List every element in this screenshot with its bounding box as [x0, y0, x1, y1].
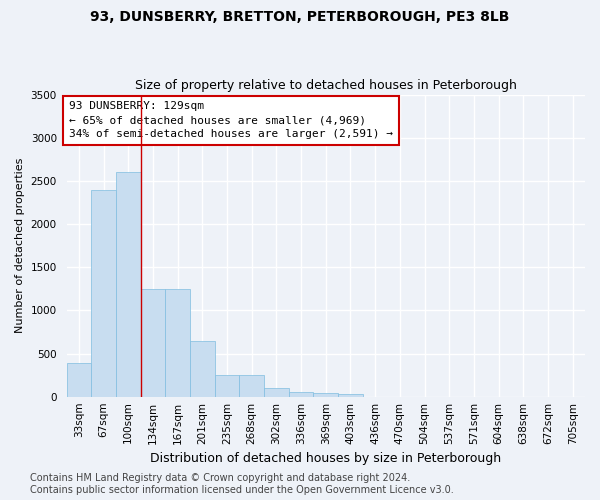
Bar: [116, 172, 140, 396]
Bar: [91, 190, 116, 396]
X-axis label: Distribution of detached houses by size in Peterborough: Distribution of detached houses by size …: [150, 452, 502, 465]
Bar: [264, 388, 289, 396]
Bar: [338, 394, 363, 396]
Title: Size of property relative to detached houses in Peterborough: Size of property relative to detached ho…: [135, 79, 517, 92]
Bar: [67, 363, 91, 396]
Bar: [215, 375, 239, 396]
Y-axis label: Number of detached properties: Number of detached properties: [15, 158, 25, 334]
Text: Contains HM Land Registry data © Crown copyright and database right 2024.
Contai: Contains HM Land Registry data © Crown c…: [30, 474, 454, 495]
Bar: [239, 375, 264, 396]
Bar: [165, 289, 190, 397]
Text: 93, DUNSBERRY, BRETTON, PETERBOROUGH, PE3 8LB: 93, DUNSBERRY, BRETTON, PETERBOROUGH, PE…: [91, 10, 509, 24]
Text: 93 DUNSBERRY: 129sqm
← 65% of detached houses are smaller (4,969)
34% of semi-de: 93 DUNSBERRY: 129sqm ← 65% of detached h…: [69, 102, 393, 140]
Bar: [190, 340, 215, 396]
Bar: [140, 289, 165, 397]
Bar: [289, 392, 313, 396]
Bar: [313, 393, 338, 396]
